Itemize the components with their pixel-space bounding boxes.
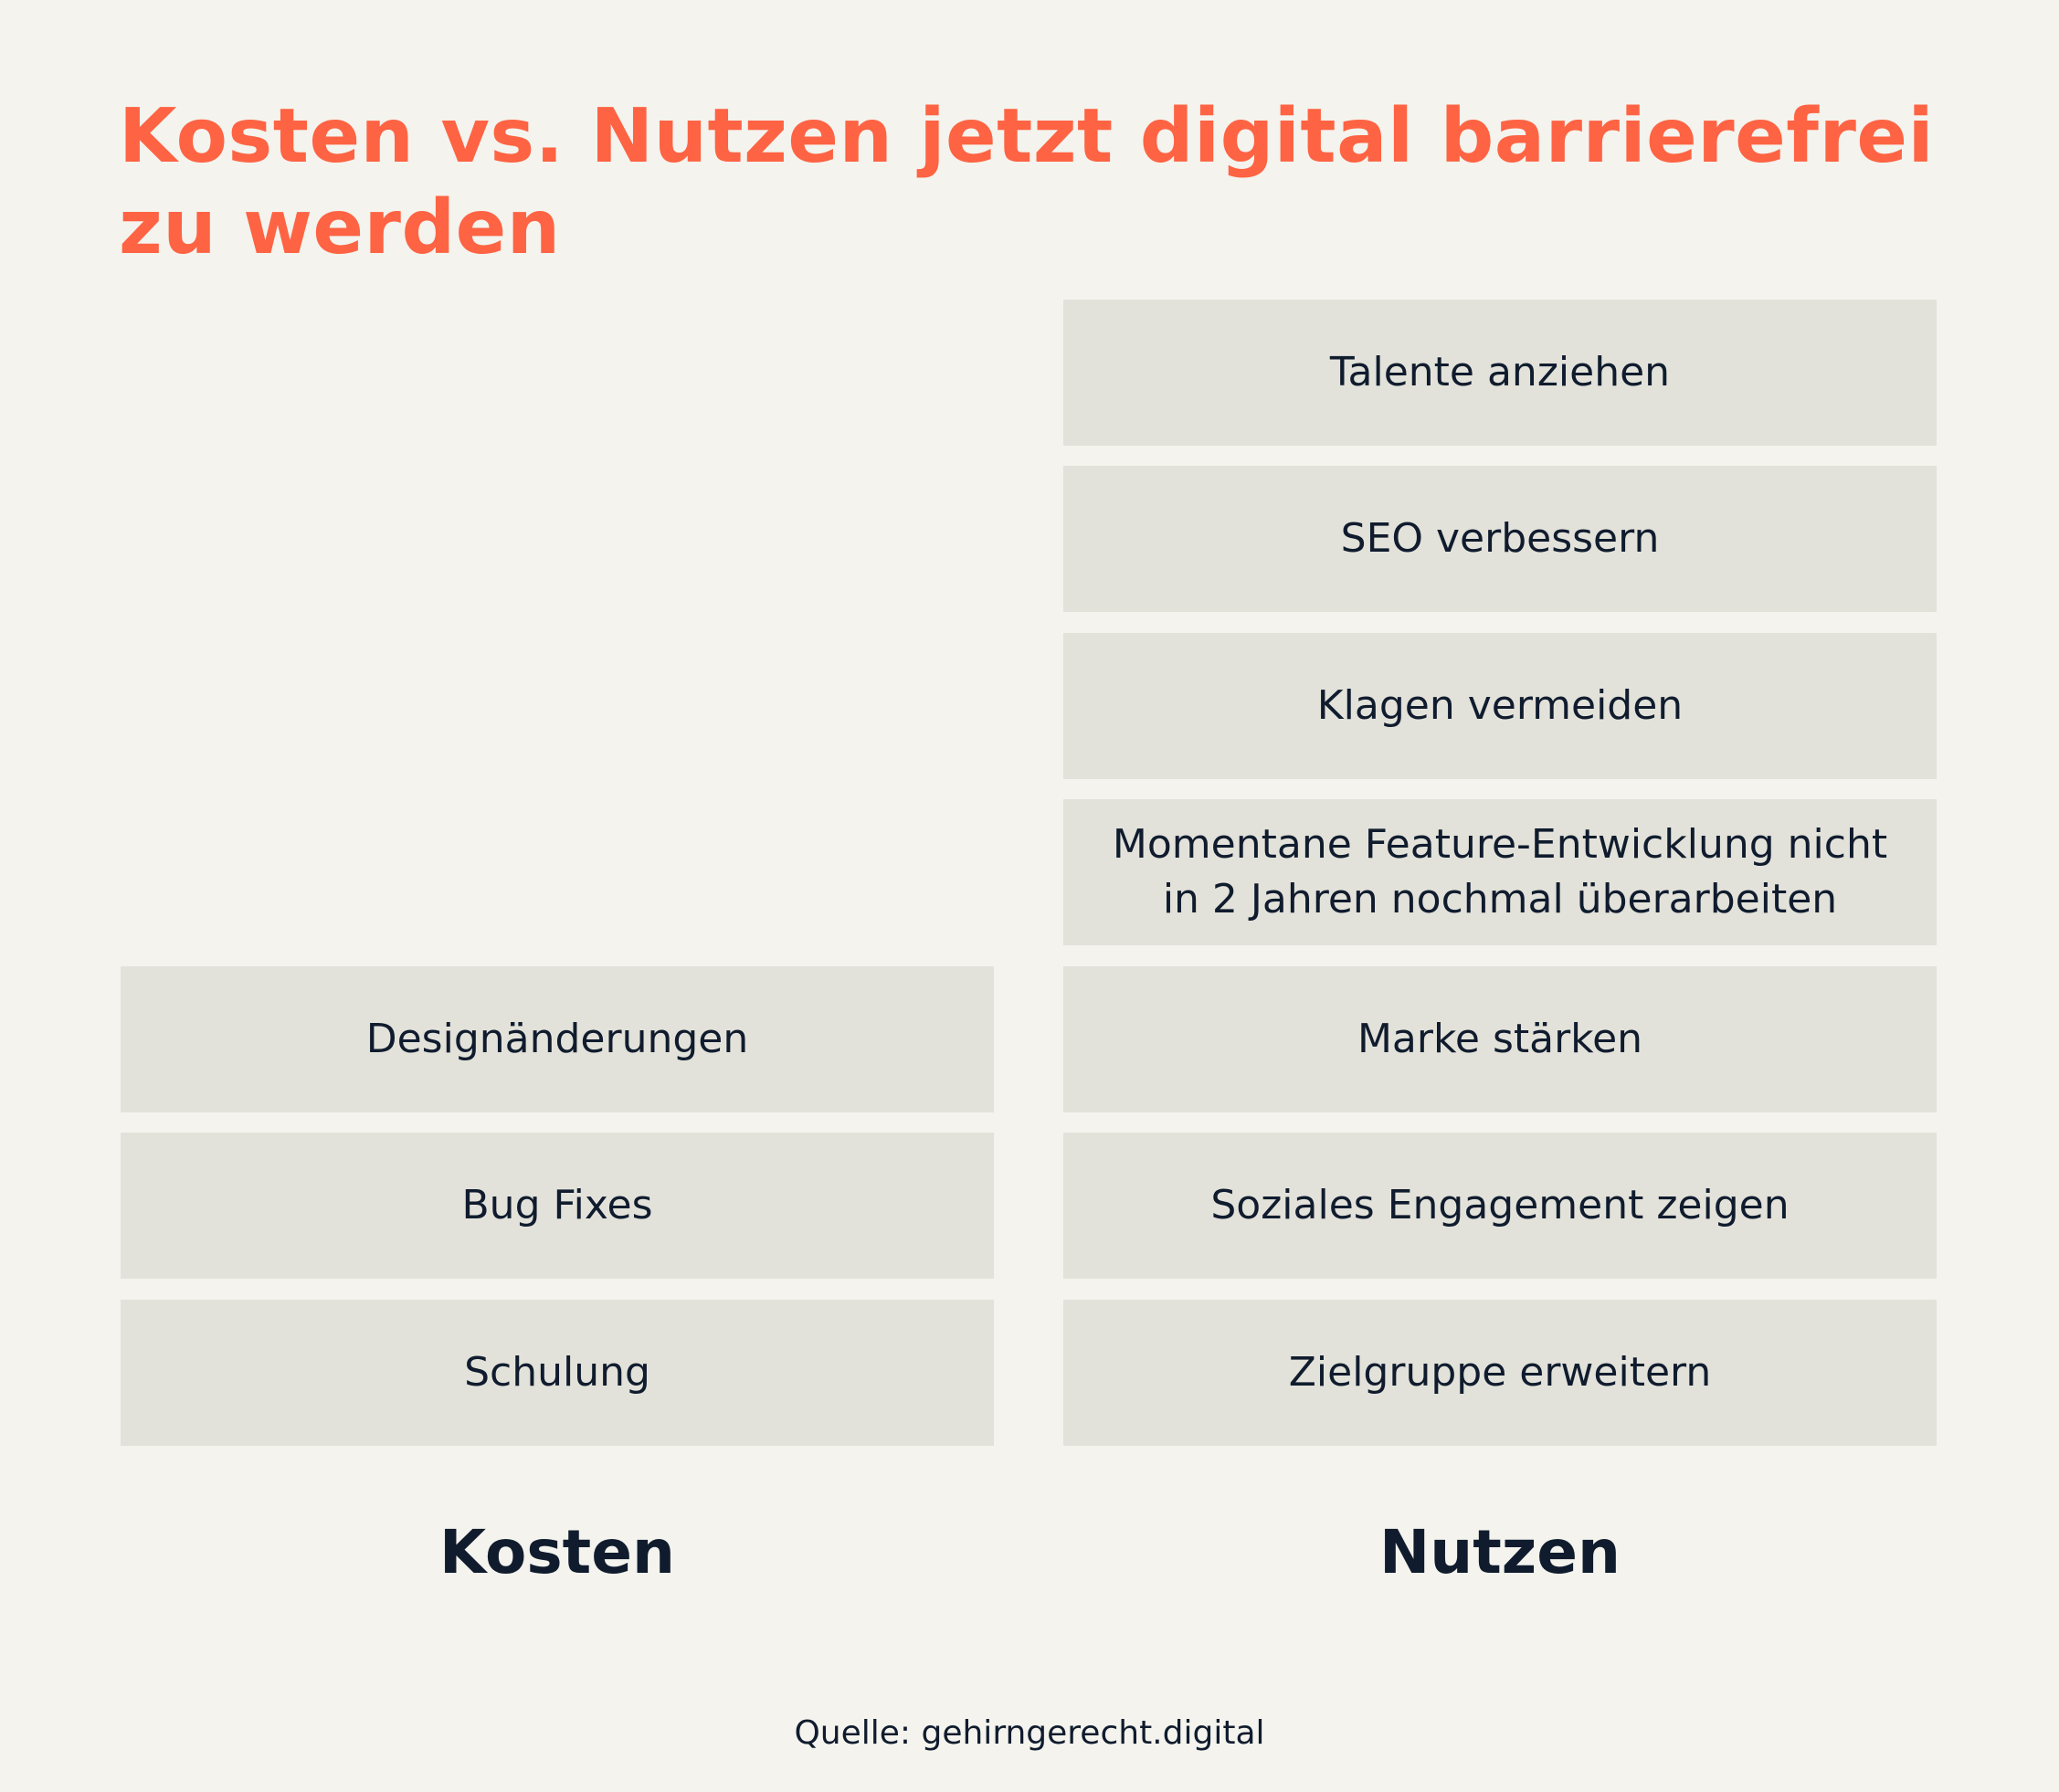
kosten-item: Schulung — [121, 1300, 994, 1446]
kosten-label: Kosten — [439, 1517, 675, 1587]
nutzen-item: Momentane Feature-Entwicklung nicht in 2… — [1063, 799, 1937, 945]
nutzen-item: Zielgruppe erweitern — [1063, 1300, 1937, 1446]
kosten-item: Bug Fixes — [121, 1133, 994, 1279]
kosten-item: Designänderungen — [121, 966, 994, 1112]
nutzen-label: Nutzen — [1379, 1517, 1621, 1587]
nutzen-item: SEO verbessern — [1063, 466, 1937, 612]
source-caption: Quelle: gehirngerecht.digital — [794, 1714, 1265, 1752]
nutzen-item: Marke stärken — [1063, 966, 1937, 1112]
nutzen-item: Talente anziehen — [1063, 300, 1937, 446]
nutzen-item: Soziales Engagement zeigen — [1063, 1133, 1937, 1279]
page-title: Kosten vs. Nutzen jetzt digital barriere… — [119, 93, 1935, 271]
nutzen-item: Klagen vermeiden — [1063, 633, 1937, 779]
